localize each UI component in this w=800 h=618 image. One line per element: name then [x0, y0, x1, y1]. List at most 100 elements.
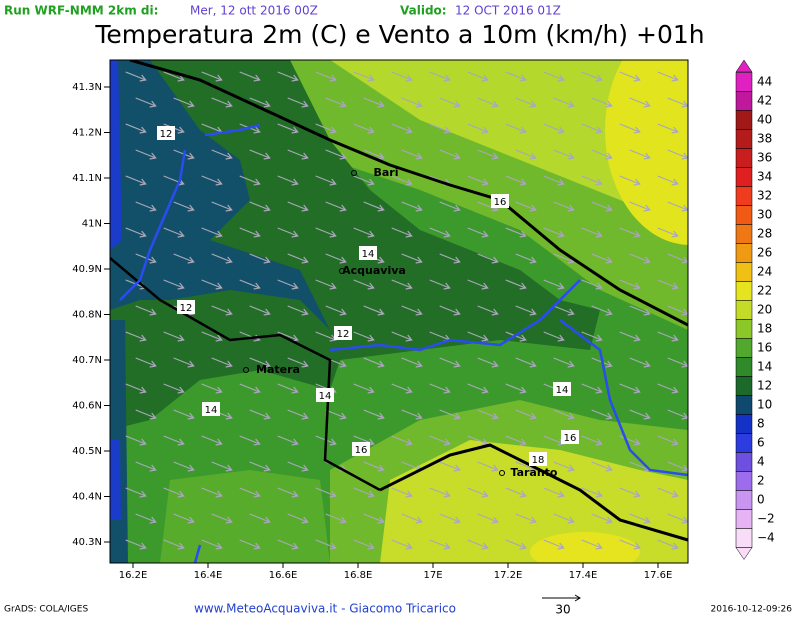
wind-arrow [505, 123, 527, 134]
wind-arrow [505, 71, 527, 82]
contour-label: 16 [355, 445, 368, 456]
wind-arrow [467, 383, 489, 394]
wind-arrow [163, 383, 185, 394]
wind-arrow [629, 149, 651, 160]
wind-arrow [363, 357, 385, 368]
wind-arrow [391, 279, 413, 290]
wind-arrow [467, 331, 489, 342]
wind-arrow [315, 227, 337, 238]
wind-arrow [211, 305, 233, 316]
wind-arrow [287, 305, 309, 316]
wind-arrow [591, 409, 613, 420]
wind-arrow [515, 409, 537, 420]
wind-arrow [325, 305, 347, 316]
wind-arrow [657, 71, 679, 82]
wind-arrow [315, 539, 337, 550]
colorbar-label: 38 [757, 132, 772, 146]
wind-arrow [401, 97, 423, 108]
contour-label: 14 [205, 405, 218, 416]
wind-arrow [391, 175, 413, 186]
map-frame [109, 59, 689, 564]
wind-arrow [401, 253, 423, 264]
wind-arrow [201, 175, 223, 186]
wind-arrow [353, 227, 375, 238]
wind-arrow [125, 175, 147, 186]
wind-arrow [135, 409, 157, 420]
wind-arrow [657, 539, 679, 550]
wind-arrow [163, 279, 185, 290]
contour-label: 14 [362, 249, 375, 260]
wind-arrow [657, 435, 679, 446]
wind-arrow [619, 539, 641, 550]
colorbar-swatch [735, 490, 753, 510]
wind-arrow [439, 305, 461, 316]
wind-arrow [325, 149, 347, 160]
wind-arrow [239, 539, 261, 550]
wind-arrow [477, 461, 499, 472]
wind-arrow [277, 227, 299, 238]
wind-arrow [505, 383, 527, 394]
wind-arrow [439, 461, 461, 472]
wind-arrow [429, 227, 451, 238]
wind-arrow [363, 149, 385, 160]
wind-arrow [553, 357, 575, 368]
wind-arrow [211, 357, 233, 368]
wind-arrow [553, 513, 575, 524]
wind-arrow [249, 305, 271, 316]
colorbar-label: 18 [757, 322, 772, 336]
wind-arrow [239, 227, 261, 238]
wind-arrow [515, 305, 537, 316]
colorbar-label: 40 [757, 113, 772, 127]
wind-arrow [391, 435, 413, 446]
field-20-22 [605, 60, 688, 245]
colorbar-swatch [735, 72, 753, 92]
wind-arrow [591, 305, 613, 316]
colorbar-swatch [735, 528, 753, 548]
wind-arrow [581, 123, 603, 134]
colorbar-swatch [735, 262, 753, 282]
colorbar-label: 24 [757, 265, 772, 279]
lon-label: 17.2E [494, 570, 523, 581]
wind-arrow [353, 175, 375, 186]
wind-arrow [581, 175, 603, 186]
wind-arrow [363, 201, 385, 212]
lat-label: 41.2N [72, 128, 102, 139]
wind-arrow [325, 97, 347, 108]
wind-arrow [591, 253, 613, 264]
wind-arrow [543, 539, 565, 550]
colorbar-swatch [735, 338, 753, 358]
wind-arrow [629, 305, 651, 316]
wind-arrow [135, 357, 157, 368]
wind-arrow [287, 357, 309, 368]
wind-arrow [467, 435, 489, 446]
run-label: Run WRF-NMM 2km di: [4, 4, 158, 18]
colorbar-label: 34 [757, 170, 772, 184]
lat-label: 40.7N [72, 355, 102, 366]
wind-arrow [619, 123, 641, 134]
wind-arrow [505, 435, 527, 446]
wind-arrow [391, 123, 413, 134]
wind-arrow [581, 539, 603, 550]
lon-label: 17.4E [569, 570, 598, 581]
lon-label: 16.8E [344, 570, 373, 581]
wind-arrow [591, 97, 613, 108]
lat-label: 41.3N [72, 82, 102, 93]
wind-arrow [657, 383, 679, 394]
coastline [129, 60, 688, 327]
wind-arrows [125, 71, 688, 550]
lat-label: 41N [82, 219, 102, 230]
lon-label: 16.6E [269, 570, 298, 581]
wind-arrow [239, 71, 261, 82]
lon-label: 16.4E [194, 570, 223, 581]
colorbar-label: 12 [757, 379, 772, 393]
wind-arrow [135, 305, 157, 316]
wind-scale-label: 30 [555, 603, 570, 617]
wind-arrow [277, 123, 299, 134]
wind-arrow [553, 97, 575, 108]
lat-label: 41.1N [72, 173, 102, 184]
wind-arrow [239, 175, 261, 186]
wind-arrow [401, 305, 423, 316]
city-marker [351, 170, 357, 176]
colorbar-swatch [735, 148, 753, 168]
wind-arrow [287, 513, 309, 524]
